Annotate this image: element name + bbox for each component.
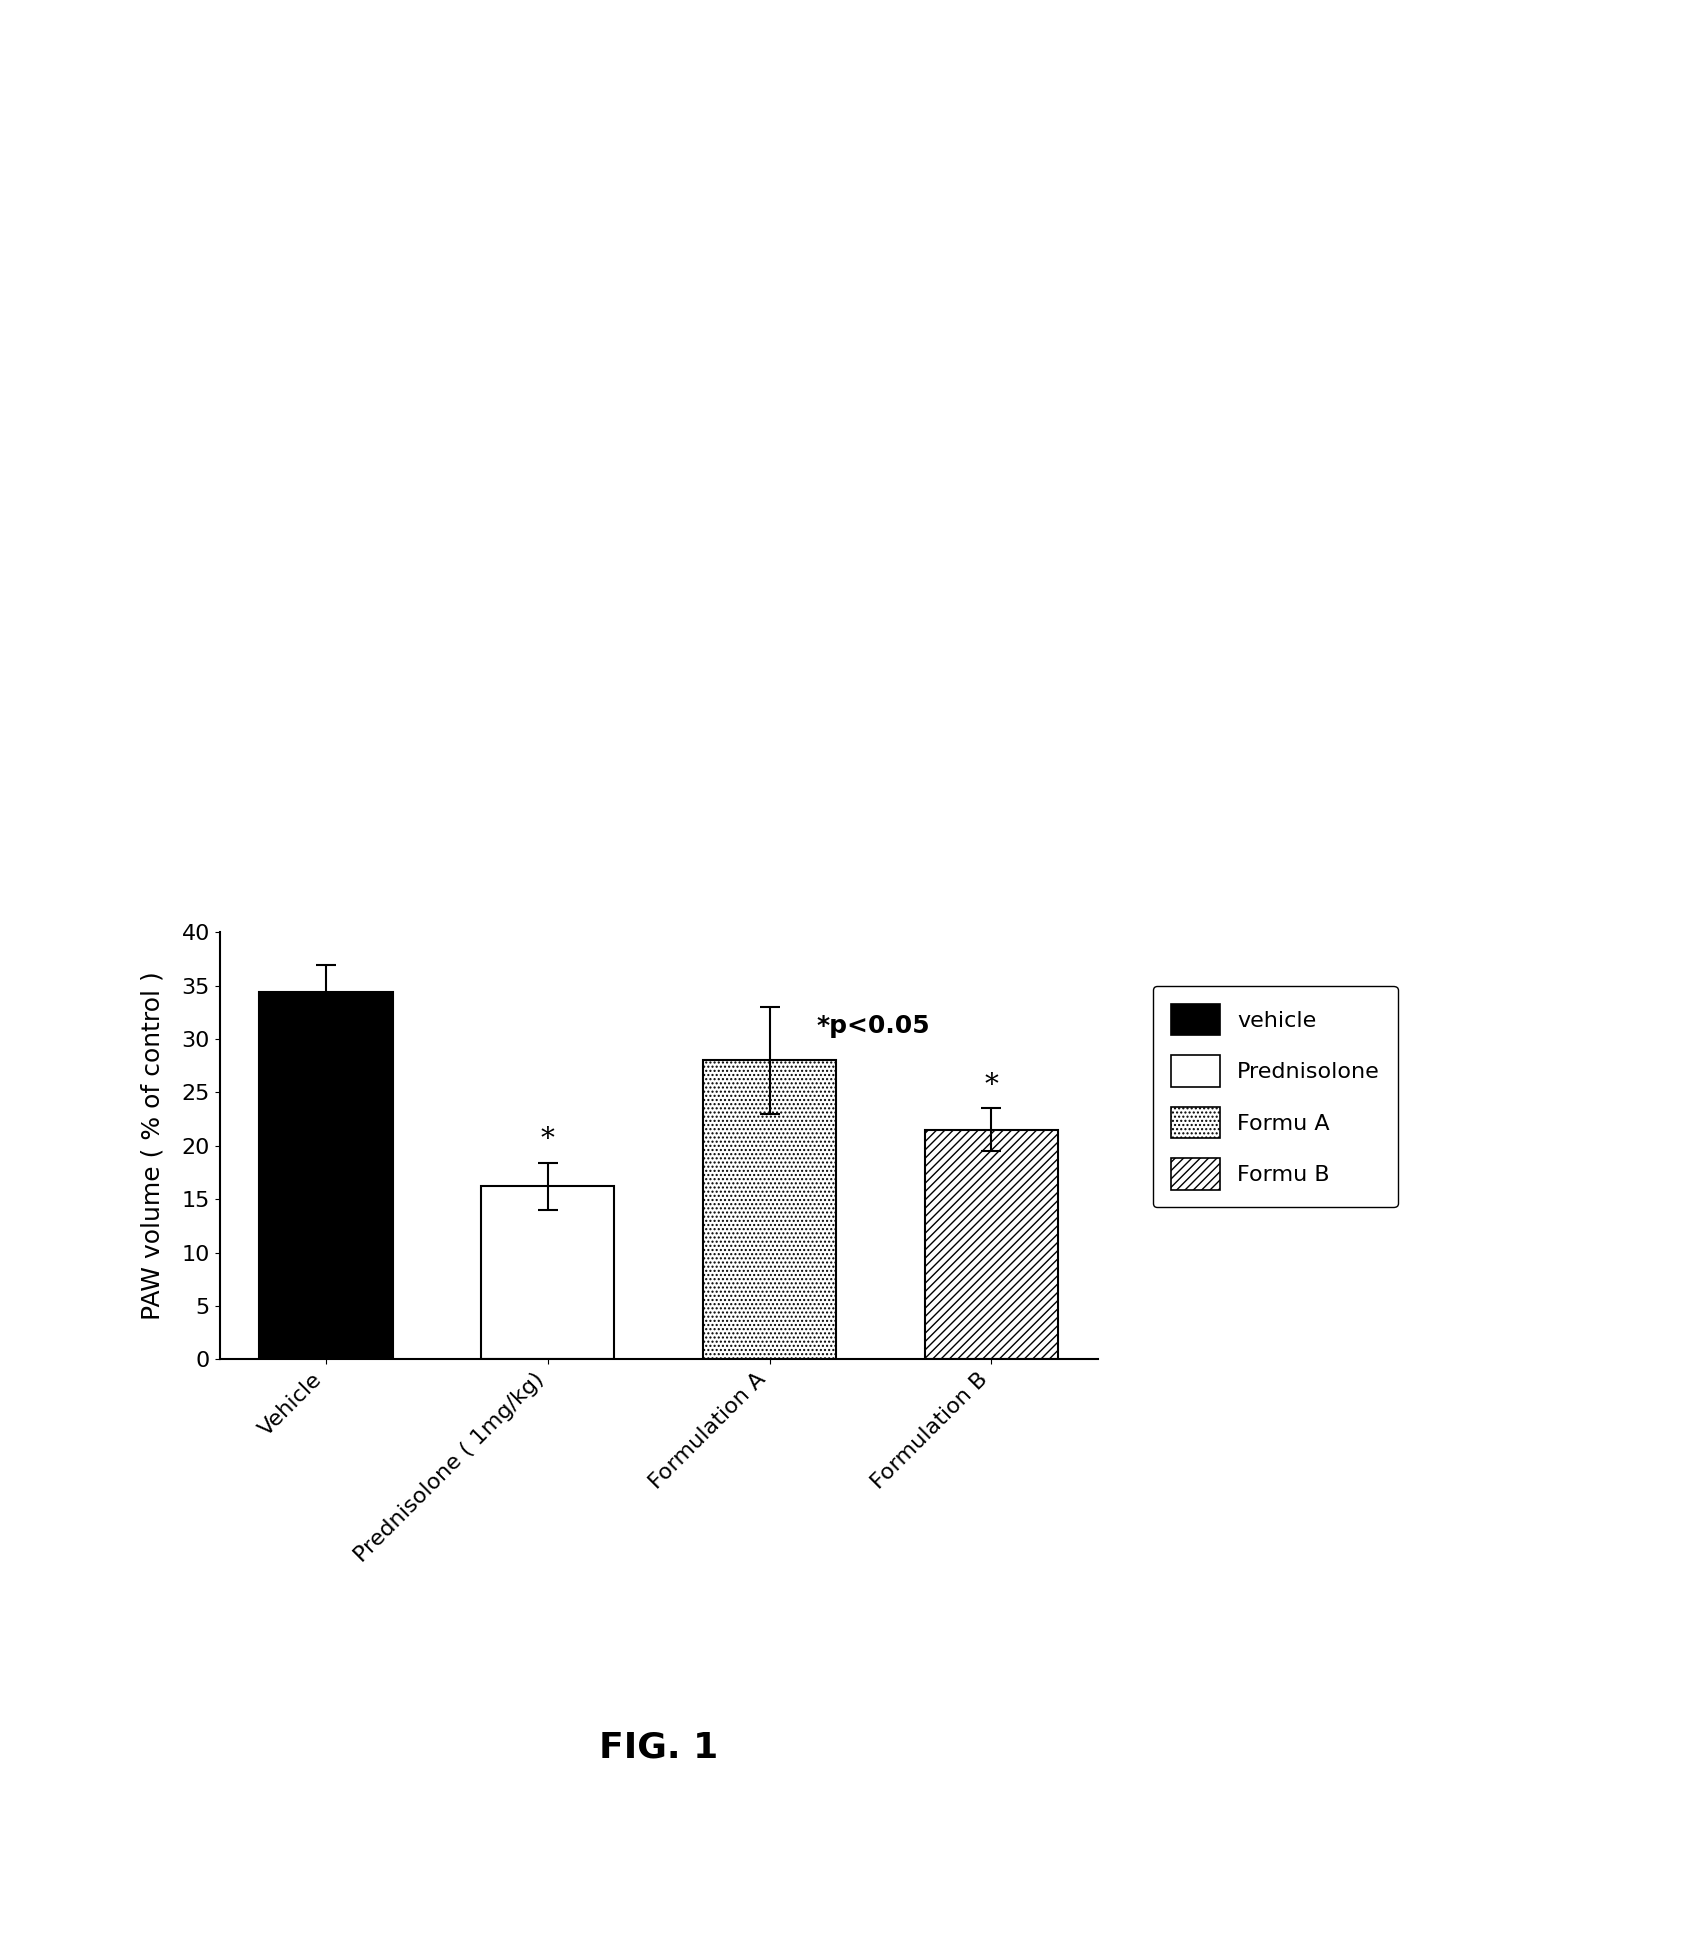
Bar <box>926 1130 1057 1359</box>
Bar <box>481 1187 615 1359</box>
Text: *: * <box>985 1072 998 1099</box>
Bar <box>703 1060 836 1359</box>
Text: *: * <box>540 1126 554 1154</box>
Text: *p<0.05: *p<0.05 <box>817 1014 931 1039</box>
Y-axis label: PAW volume ( % of control ): PAW volume ( % of control ) <box>140 971 166 1321</box>
Legend: vehicle, Prednisolone, Formu A, Formu B: vehicle, Prednisolone, Formu A, Formu B <box>1154 987 1398 1208</box>
Text: FIG. 1: FIG. 1 <box>600 1730 718 1765</box>
Bar <box>260 992 392 1359</box>
